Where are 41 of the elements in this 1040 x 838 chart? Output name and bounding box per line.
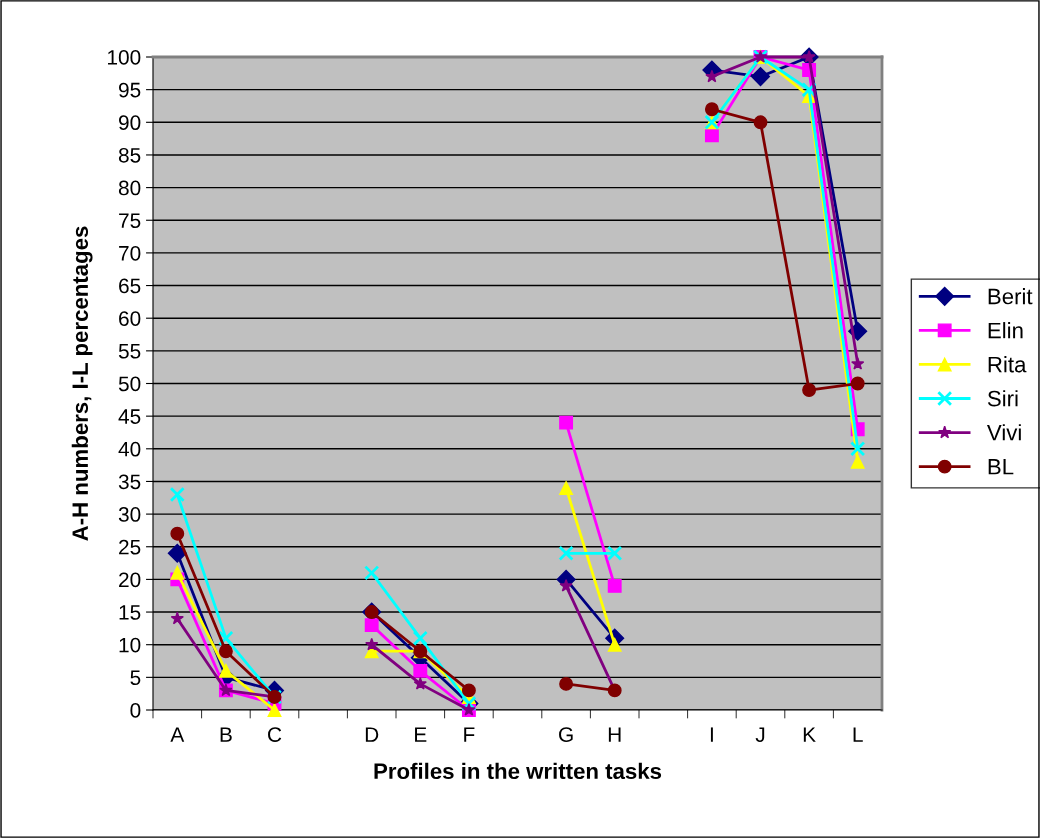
- y-tick-label: 85: [118, 147, 141, 163]
- y-tick-label: 30: [118, 507, 141, 522]
- y-tick-label: 70: [119, 245, 141, 261]
- y-tick-label: 60: [119, 311, 141, 326]
- x-axis-title: Profiles in the written tasks: [374, 762, 662, 780]
- x-tick-label: G: [559, 727, 573, 742]
- y-tick-label: 80: [118, 180, 141, 196]
- x-tick-label: E: [415, 727, 427, 742]
- x-tick-label: J: [755, 727, 765, 742]
- y-tick-label: 45: [118, 409, 141, 424]
- x-tick-label: F: [464, 727, 475, 742]
- y-tick-label: 65: [119, 278, 141, 294]
- x-tick-label: I: [710, 727, 713, 742]
- y-tick-label: 25: [119, 539, 141, 555]
- y-tick-label: 50: [118, 376, 141, 392]
- x-tick-label: K: [803, 727, 816, 742]
- y-tick-label: 75: [119, 213, 141, 228]
- legend-label: Vivi: [986, 424, 1021, 441]
- x-tick-label: L: [853, 727, 863, 742]
- x-tick-label: A: [170, 727, 185, 742]
- x-tick-label: H: [608, 727, 621, 742]
- y-tick-label: 95: [119, 82, 141, 98]
- y-axis-title: A-H numbers, I-L percentages: [71, 226, 93, 541]
- y-tick-label: 100: [108, 50, 141, 65]
- y-tick-label: 10: [119, 637, 141, 653]
- legend-label: Elin: [988, 322, 1023, 339]
- y-tick-label: 20: [119, 572, 141, 588]
- legend-label: BL: [988, 459, 1014, 475]
- y-tick-label: 35: [118, 474, 141, 490]
- legend-label: Rita: [988, 356, 1027, 373]
- y-tick-label: 5: [130, 670, 141, 686]
- y-tick-label: 55: [118, 344, 141, 359]
- x-tick-label: C: [268, 727, 282, 742]
- legend-label: Berit: [988, 288, 1033, 305]
- legend-label: Siri: [987, 390, 1018, 407]
- y-tick-label: 0: [130, 703, 141, 718]
- y-tick-label: 40: [118, 441, 141, 457]
- y-tick-label: 90: [119, 115, 141, 131]
- y-tick-label: 15: [119, 605, 141, 620]
- x-tick-label: B: [220, 727, 232, 742]
- x-tick-label: D: [365, 727, 379, 742]
